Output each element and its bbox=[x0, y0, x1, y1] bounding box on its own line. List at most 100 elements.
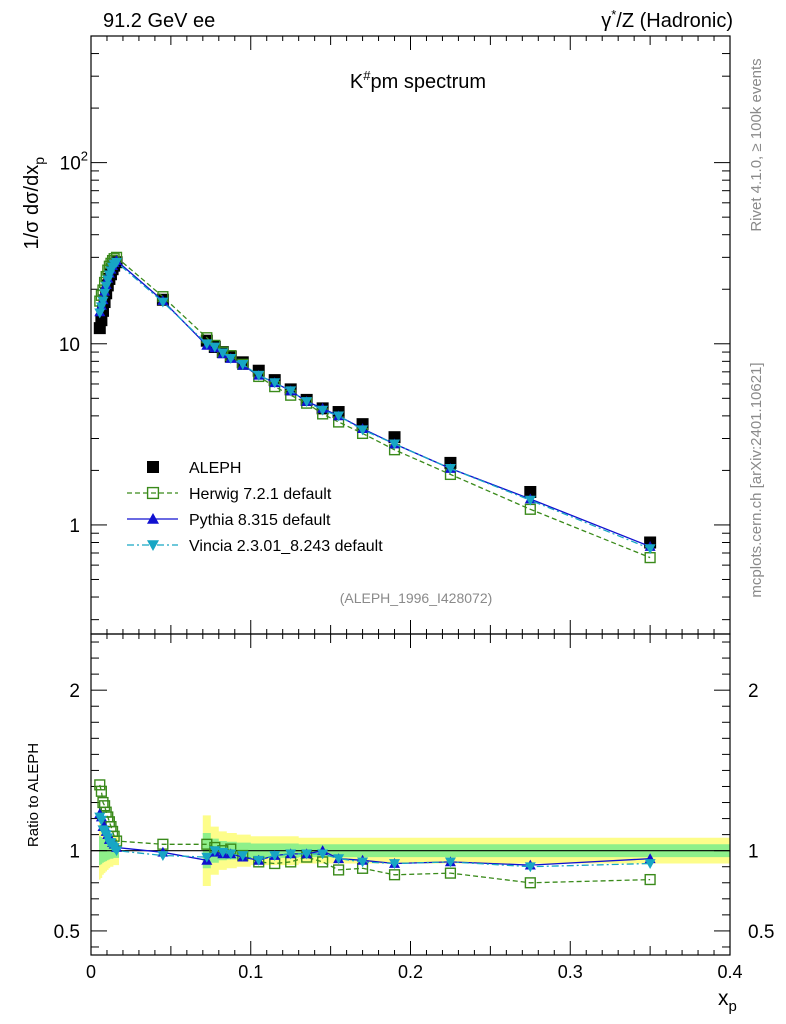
series-aleph bbox=[93, 256, 657, 549]
series-herwig bbox=[94, 251, 656, 564]
ratio-series-herwig bbox=[94, 779, 656, 889]
main-plot-frame bbox=[90, 35, 731, 635]
ratio-point bbox=[209, 846, 221, 857]
legend-item: ALEPH bbox=[147, 460, 241, 477]
legend-marker bbox=[147, 540, 159, 551]
ratio-plot-frame bbox=[90, 633, 731, 956]
y-tick-label: 1 bbox=[69, 516, 80, 537]
mcplots-label: mcplots.cern.ch [arXiv:2401.10621] bbox=[748, 362, 765, 597]
ratio-line bbox=[99, 784, 651, 884]
ratio-point bbox=[95, 815, 107, 826]
ratio-point bbox=[285, 849, 297, 860]
ratio-y-tick-label-left: 0.5 bbox=[54, 922, 80, 943]
ratio-point bbox=[237, 851, 249, 861]
data-point bbox=[95, 314, 108, 327]
ratio-point bbox=[253, 855, 265, 866]
data-point bbox=[237, 359, 249, 370]
ratio-point bbox=[357, 857, 369, 868]
ratio-point bbox=[94, 779, 106, 791]
data-point bbox=[269, 378, 281, 389]
series-line bbox=[99, 261, 651, 550]
ratio-point bbox=[333, 854, 345, 865]
y-tick-label: 10 bbox=[59, 335, 80, 356]
series-line bbox=[99, 259, 651, 548]
ratio-point bbox=[111, 846, 123, 857]
data-point bbox=[111, 257, 123, 268]
data-point bbox=[317, 405, 329, 416]
legend-label: ALEPH bbox=[189, 460, 241, 477]
y-tick-label: 102 bbox=[60, 149, 88, 175]
data-point bbox=[253, 370, 265, 381]
ratio-point bbox=[217, 847, 229, 858]
ratio-point bbox=[388, 869, 401, 881]
legend-marker bbox=[147, 461, 159, 473]
ratio-point bbox=[95, 785, 107, 797]
ratio-point bbox=[389, 859, 401, 870]
ratio-ylabel: Ratio to ALEPH bbox=[25, 743, 42, 847]
ratio-point bbox=[524, 877, 536, 889]
ratio-y-tick-label-left: 2 bbox=[69, 681, 80, 702]
legend-label: Vincia 2.3.01_8.243 default bbox=[189, 538, 383, 555]
x-tick-label: 0.1 bbox=[238, 962, 263, 982]
rivet-label: Rivet 4.1.0, ≥ 100k events bbox=[748, 58, 765, 231]
ratio-point bbox=[644, 859, 656, 870]
legend-item: Pythia 8.315 default bbox=[127, 512, 331, 529]
data-point bbox=[333, 411, 345, 422]
ratio-y-tick-label-right: 2 bbox=[748, 681, 759, 702]
data-point bbox=[201, 339, 213, 350]
ratio-point bbox=[269, 851, 281, 861]
data-point bbox=[301, 397, 313, 408]
legend-item: Herwig 7.2.1 default bbox=[127, 486, 332, 503]
data-point bbox=[95, 302, 107, 313]
x-tick-label: 0.4 bbox=[717, 962, 742, 982]
data-point bbox=[94, 308, 106, 319]
header-left: 91.2 GeV ee bbox=[103, 10, 215, 32]
data-point bbox=[389, 439, 401, 450]
data-point bbox=[285, 386, 297, 397]
ratio-series bbox=[94, 779, 656, 889]
data-point bbox=[157, 297, 169, 308]
data-point bbox=[524, 485, 537, 498]
legend-item: Vincia 2.3.01_8.243 default bbox=[127, 538, 383, 555]
ratio-point bbox=[317, 849, 329, 860]
x-tick-label: 0.2 bbox=[398, 962, 423, 982]
series-pythia bbox=[94, 255, 656, 551]
legend: ALEPH Herwig 7.2.1 default Pythia 8.315 de… bbox=[127, 460, 383, 555]
data-point bbox=[444, 464, 456, 474]
data-point bbox=[225, 354, 237, 364]
x-tick-label: 0 bbox=[86, 962, 96, 982]
x-tick-label: 0.3 bbox=[558, 962, 583, 982]
main-ylabel: 1/σ dσ/dxp bbox=[21, 157, 47, 250]
data-point bbox=[357, 425, 369, 436]
ratio-point bbox=[201, 852, 213, 863]
header-right: γ*/Z (Hadronic) bbox=[601, 7, 733, 32]
main-axes: 1 10 102 bbox=[59, 35, 731, 635]
data-point bbox=[209, 342, 221, 353]
ratio-point bbox=[644, 873, 656, 886]
analysis-tag: (ALEPH_1996_I428072) bbox=[340, 590, 493, 606]
series-vincia bbox=[94, 257, 656, 555]
data-point bbox=[644, 552, 656, 564]
ratio-point bbox=[444, 857, 456, 868]
ratio-point bbox=[301, 849, 313, 860]
data-point bbox=[97, 296, 109, 307]
series-line bbox=[99, 256, 651, 559]
legend-label: Pythia 8.315 default bbox=[189, 512, 331, 529]
ratio-point bbox=[444, 867, 457, 879]
legend-marker bbox=[146, 486, 160, 500]
legend-marker bbox=[147, 513, 159, 524]
data-point bbox=[100, 281, 112, 292]
ratio-series-vincia bbox=[94, 812, 656, 873]
legend-label: Herwig 7.2.1 default bbox=[189, 486, 332, 503]
x-axis-label: xp bbox=[718, 987, 737, 1015]
ratio-point bbox=[225, 849, 237, 860]
ratio-point bbox=[98, 800, 111, 812]
data-point bbox=[99, 288, 111, 299]
data-point bbox=[644, 544, 656, 555]
ratio-point bbox=[201, 838, 213, 850]
ratio-point bbox=[333, 864, 345, 876]
data-point bbox=[524, 495, 536, 506]
ratio-y-tick-label-left: 1 bbox=[69, 842, 80, 863]
data-point bbox=[217, 348, 229, 359]
